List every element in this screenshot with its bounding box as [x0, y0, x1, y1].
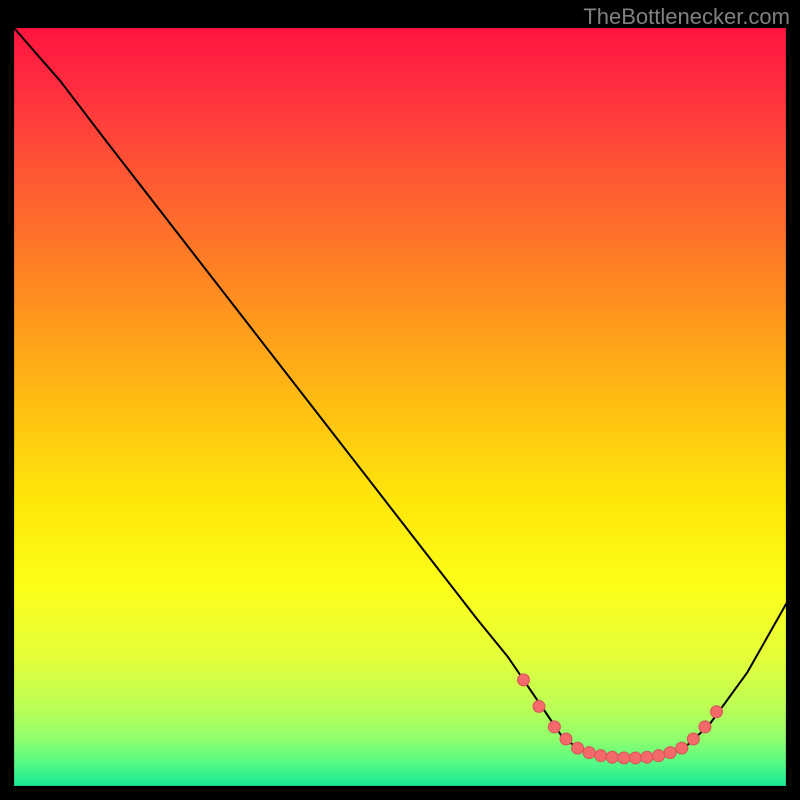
- chart-plot-area: [14, 28, 786, 786]
- watermark: TheBottlenecker.com: [583, 4, 790, 30]
